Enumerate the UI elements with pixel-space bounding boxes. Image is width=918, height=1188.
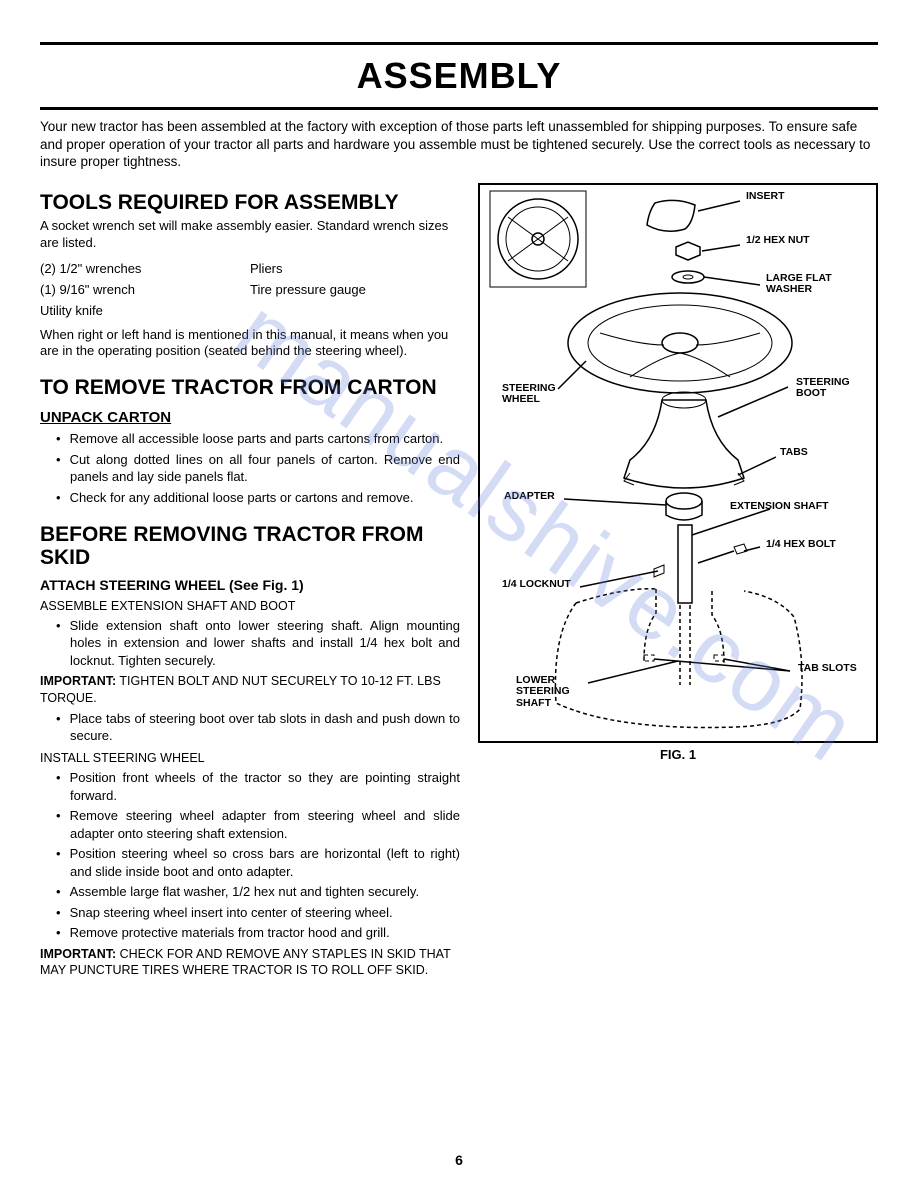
rule-top — [40, 42, 878, 45]
list-item: Assemble large flat washer, 1/2 hex nut … — [40, 883, 460, 901]
tool-item: Pliers — [250, 258, 460, 279]
tools-heading: TOOLS REQUIRED FOR ASSEMBLY — [40, 191, 460, 214]
callout-wheel: STEERING WHEEL — [502, 383, 572, 406]
list-item: Snap steering wheel insert into center o… — [40, 904, 460, 922]
list-item: Position steering wheel so cross bars ar… — [40, 845, 460, 880]
page-number: 6 — [0, 1152, 918, 1168]
tools-para: A socket wrench set will make assembly e… — [40, 218, 460, 252]
before-heading: BEFORE REMOVING TRACTOR FROM SKID — [40, 523, 460, 569]
rule-under-title — [40, 107, 878, 110]
intro-paragraph: Your new tractor has been assembled at t… — [40, 118, 878, 171]
important-b: IMPORTANT: CHECK FOR AND REMOVE ANY STAP… — [40, 946, 460, 979]
list-item: Place tabs of steering boot over tab slo… — [40, 710, 460, 745]
callout-tabslots: TAB SLOTS — [798, 663, 858, 675]
install-label: INSTALL STEERING WHEEL — [40, 751, 460, 765]
tool-item: Utility knife — [40, 300, 250, 321]
list-item: Position front wheels of the tractor so … — [40, 769, 460, 804]
unpack-bullets: Remove all accessible loose parts and pa… — [40, 430, 460, 506]
list-item: Remove steering wheel adapter from steer… — [40, 807, 460, 842]
list-item: Remove protective materials from tractor… — [40, 924, 460, 942]
important-a: IMPORTANT: TIGHTEN BOLT AND NUT SECURELY… — [40, 673, 460, 706]
important-label: IMPORTANT: — [40, 947, 116, 961]
callout-adapter: ADAPTER — [504, 491, 555, 503]
two-column-layout: TOOLS REQUIRED FOR ASSEMBLY A socket wre… — [40, 181, 878, 979]
unpack-subheading: UNPACK CARTON — [40, 409, 460, 426]
right-column: INSERT 1/2 HEX NUT LARGE FLAT WASHER STE… — [478, 181, 878, 979]
assemble-label: ASSEMBLE EXTENSION SHAFT AND BOOT — [40, 599, 460, 613]
figure-1-box: INSERT 1/2 HEX NUT LARGE FLAT WASHER STE… — [478, 183, 878, 743]
callout-boot: STEERING BOOT — [796, 377, 866, 400]
callout-lower: LOWER STEERING SHAFT — [516, 675, 586, 710]
tools-note: When right or left hand is mentioned in … — [40, 327, 460, 361]
important-label: IMPORTANT: — [40, 674, 116, 688]
tool-item: Tire pressure gauge — [250, 279, 460, 300]
list-item: Slide extension shaft onto lower steerin… — [40, 617, 460, 670]
callout-insert: INSERT — [746, 191, 785, 203]
assemble-bullets: Slide extension shaft onto lower steerin… — [40, 617, 460, 670]
left-column: TOOLS REQUIRED FOR ASSEMBLY A socket wre… — [40, 181, 460, 979]
remove-heading: TO REMOVE TRACTOR FROM CARTON — [40, 376, 460, 399]
tool-item: (2) 1/2" wrenches — [40, 258, 250, 279]
list-item: Cut along dotted lines on all four panel… — [40, 451, 460, 486]
tool-item — [250, 300, 460, 321]
callout-locknut: 1/4 LOCKNUT — [502, 579, 571, 591]
page-title: ASSEMBLY — [40, 51, 878, 101]
attach-subheading: ATTACH STEERING WHEEL (See Fig. 1) — [40, 577, 460, 593]
callout-extshaft: EXTENSION SHAFT — [730, 501, 829, 513]
install-bullets: Position front wheels of the tractor so … — [40, 769, 460, 942]
callout-washer: LARGE FLAT WASHER — [766, 273, 856, 296]
tool-item: (1) 9/16" wrench — [40, 279, 250, 300]
figure-1-diagram — [480, 185, 876, 741]
callout-hexnut: 1/2 HEX NUT — [746, 235, 810, 247]
list-item: Remove all accessible loose parts and pa… — [40, 430, 460, 448]
callout-tabs: TABS — [780, 447, 808, 459]
figure-caption: FIG. 1 — [478, 747, 878, 762]
list-item: Check for any additional loose parts or … — [40, 489, 460, 507]
tabs-bullets: Place tabs of steering boot over tab slo… — [40, 710, 460, 745]
tools-list: (2) 1/2" wrenches Pliers (1) 9/16" wrenc… — [40, 258, 460, 321]
callout-hexbolt: 1/4 HEX BOLT — [766, 539, 836, 551]
